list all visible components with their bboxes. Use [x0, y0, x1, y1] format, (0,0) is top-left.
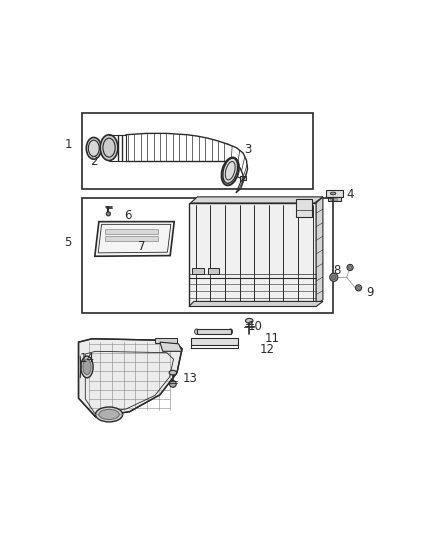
Ellipse shape: [348, 266, 352, 269]
Bar: [197, 329, 230, 334]
Text: 14: 14: [80, 352, 95, 365]
Ellipse shape: [356, 285, 362, 291]
Ellipse shape: [194, 329, 199, 334]
Text: 5: 5: [64, 236, 71, 248]
Ellipse shape: [170, 381, 176, 387]
Ellipse shape: [347, 264, 353, 271]
Bar: [296, 199, 312, 216]
Text: 6: 6: [124, 209, 131, 222]
Ellipse shape: [169, 370, 177, 375]
Text: 12: 12: [259, 343, 274, 357]
Text: 2: 2: [90, 155, 98, 168]
Ellipse shape: [86, 138, 101, 159]
Ellipse shape: [330, 192, 336, 195]
Polygon shape: [316, 197, 323, 305]
Bar: [328, 197, 341, 201]
Ellipse shape: [106, 212, 110, 216]
Polygon shape: [95, 222, 174, 256]
Polygon shape: [191, 197, 323, 203]
Ellipse shape: [99, 409, 119, 419]
Bar: [240, 176, 246, 180]
Text: 9: 9: [367, 286, 374, 300]
Bar: [208, 268, 219, 274]
Ellipse shape: [83, 359, 91, 375]
Ellipse shape: [229, 329, 233, 334]
Ellipse shape: [223, 158, 237, 183]
Text: 11: 11: [265, 332, 279, 345]
Bar: [155, 338, 177, 343]
Polygon shape: [189, 302, 323, 306]
Text: 7: 7: [138, 239, 145, 253]
Text: 13: 13: [183, 372, 198, 385]
Bar: [326, 190, 343, 197]
Ellipse shape: [357, 286, 360, 289]
Bar: [192, 268, 204, 274]
Polygon shape: [191, 338, 238, 344]
Ellipse shape: [100, 135, 118, 160]
Ellipse shape: [95, 407, 123, 422]
Bar: [330, 198, 337, 200]
Polygon shape: [160, 342, 182, 351]
Ellipse shape: [246, 318, 253, 323]
Ellipse shape: [332, 275, 336, 280]
Text: 3: 3: [244, 143, 252, 156]
Bar: [105, 236, 158, 241]
Text: 4: 4: [346, 188, 354, 201]
Text: 10: 10: [247, 320, 262, 333]
Polygon shape: [189, 203, 316, 305]
Text: 1: 1: [64, 138, 72, 151]
Polygon shape: [78, 339, 182, 417]
Text: 8: 8: [333, 264, 340, 277]
Bar: [82, 198, 333, 313]
Bar: [105, 229, 158, 234]
Ellipse shape: [330, 273, 338, 281]
Ellipse shape: [81, 356, 93, 378]
Bar: [82, 113, 313, 189]
